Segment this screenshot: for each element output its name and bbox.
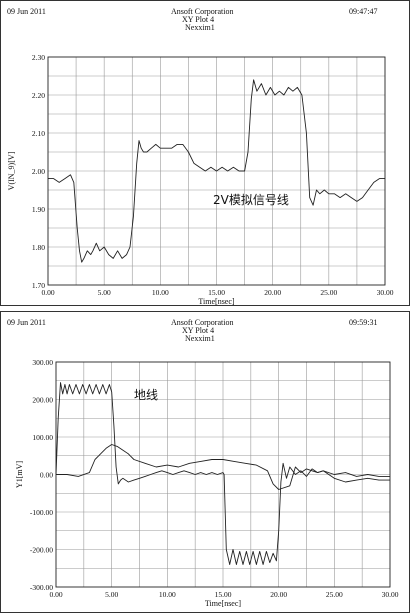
x-tick-label: 25.00 (320, 288, 337, 297)
y-axis-title: V(IN_9)[V] (7, 151, 16, 190)
header-date: 09 Jun 2011 (7, 318, 46, 327)
y-tick-label: -300.00 (30, 583, 53, 592)
x-tick-label: 5.00 (105, 590, 118, 599)
x-tick-label: 15.00 (208, 288, 225, 297)
header-time: 09:47:47 (349, 7, 378, 16)
annotation-ground-line: 地线 (134, 388, 158, 402)
x-tick-label: 0.00 (41, 288, 54, 297)
x-tick-label: 30.00 (382, 590, 399, 599)
y-tick-label: 2.20 (32, 91, 45, 100)
x-tick-label: 25.00 (326, 590, 343, 599)
y-tick-label: 300.00 (32, 358, 53, 367)
series-line-1 (55, 382, 390, 565)
xy-plot-2: 0.00 5.00 10.00 15.00 20.00 25.00 30.00 -300.00… (15, 358, 399, 608)
y-tick-label: -100.00 (30, 508, 53, 517)
header-time: 09:59:31 (349, 318, 378, 327)
y-tick-label: 2.30 (32, 53, 45, 62)
x-tick-label: 30.00 (377, 288, 394, 297)
header-sim-name: Nexxim1 (185, 23, 215, 32)
series-line-1 (48, 79, 385, 263)
series-line-2 (56, 444, 390, 490)
y-tick-label: 1.80 (32, 243, 45, 252)
y-tick-label: -200.00 (30, 546, 53, 555)
chart-panel-1: 09 Jun 2011 Ansoft Corporation XY Plot 4… (0, 0, 410, 306)
x-tick-label: 10.00 (159, 590, 176, 599)
header-date: 09 Jun 2011 (7, 7, 46, 16)
y-tick-label: 1.70 (32, 281, 45, 290)
x-tick-label: 15.00 (215, 590, 232, 599)
header-plot-name: XY Plot 4 (182, 15, 215, 24)
header-sim-name: Nexxim1 (185, 334, 215, 343)
x-tick-label: 20.00 (270, 590, 287, 599)
y-tick-label: 2.00 (32, 167, 45, 176)
y-tick-label: 0.00 (40, 471, 53, 480)
y-axis-title: Y1[mV] (15, 461, 24, 488)
xy-plot-1: 0.00 5.00 10.00 15.00 20.00 25.00 30.00 1.70 1.8… (7, 53, 394, 305)
plot-area-frame (47, 56, 386, 286)
y-tick-label: 200.00 (32, 396, 53, 405)
x-axis-title: Time[nsec] (205, 599, 241, 608)
header-plot-name: XY Plot 4 (182, 326, 215, 335)
x-tick-label: 0.00 (49, 590, 62, 599)
x-tick-label: 20.00 (264, 288, 281, 297)
annotation-signal-line: 2V模拟信号线 (213, 193, 289, 207)
y-tick-label: 100.00 (32, 433, 53, 442)
x-axis-title: Time[nsec] (198, 297, 234, 305)
header-company: Ansoft Corporation (171, 318, 234, 327)
x-tick-label: 5.00 (98, 288, 111, 297)
y-tick-label: 1.90 (32, 205, 45, 214)
x-tick-label: 10.00 (152, 288, 169, 297)
y-tick-label: 2.10 (32, 129, 45, 138)
chart-panel-2: 09 Jun 2011 Ansoft Corporation XY Plot 4… (0, 311, 410, 613)
header-company: Ansoft Corporation (171, 7, 234, 16)
